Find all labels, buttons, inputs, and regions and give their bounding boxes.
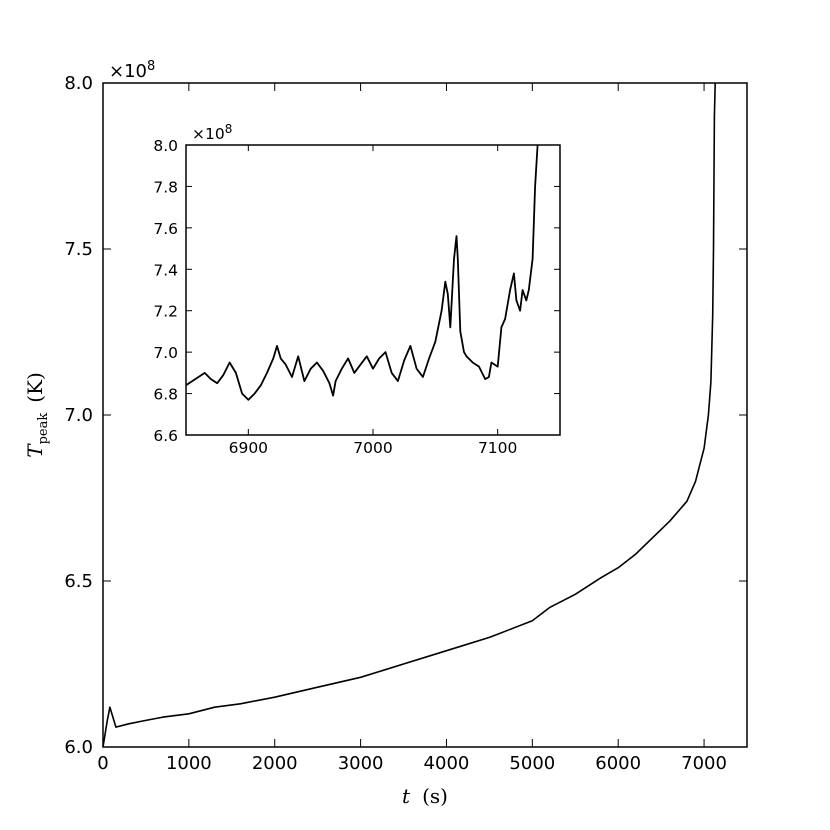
inset-y-tick-label: 6.6 — [153, 427, 178, 445]
inset-y-tick-label: 8.0 — [153, 137, 178, 155]
main-y-offset-text: ×108 — [109, 59, 155, 82]
main-x-tick-label: 7000 — [681, 753, 727, 774]
main-x-tick-label: 0 — [97, 753, 108, 774]
main-x-tick-label: 5000 — [509, 753, 555, 774]
main-y-tick-label: 6.0 — [64, 737, 93, 758]
inset-y-tick-label: 7.8 — [153, 178, 178, 196]
main-y-tick-label: 6.5 — [64, 571, 93, 592]
main-x-tick-label: 2000 — [252, 753, 298, 774]
main-x-tick-label: 1000 — [166, 753, 212, 774]
inset-y-tick-label: 7.4 — [153, 261, 178, 279]
main-plot-frame — [102, 82, 748, 748]
inset-plot-frame — [185, 144, 561, 436]
x-axis-label-symbol: t — [402, 784, 411, 808]
inset-y-tick-label: 7.6 — [153, 220, 178, 238]
y-axis-label-subscript: peak — [36, 413, 51, 445]
inset-ticks-layer: 6900 7000 7100 6.6 6.8 7.0 7.2 7.4 7.6 7.8 8.0 — [153, 137, 560, 457]
inset-y-tick-label: 7.2 — [153, 303, 178, 321]
inset-y-offset-text: ×108 — [192, 122, 232, 143]
inset-background — [186, 145, 560, 435]
y-axis-label: Tpeak (K) — [23, 372, 51, 458]
inset-x-tick-label: 7100 — [478, 439, 517, 457]
inset-x-tick-label: 7000 — [353, 439, 392, 457]
main-plot: 0 1000 2000 3000 4000 5000 6000 7000 6.0 6.5 7.0 7.… — [23, 59, 748, 808]
main-ticks-layer: 0 1000 2000 3000 4000 5000 6000 7000 6.0 6.5 7.0 7.… — [64, 73, 747, 774]
inset-x-tick-label: 6900 — [229, 439, 268, 457]
main-y-offset-exponent: 8 — [147, 59, 155, 74]
inset-y-tick-label: 7.0 — [153, 344, 178, 362]
main-x-tick-label: 6000 — [595, 753, 641, 774]
main-series-layer — [102, 82, 716, 748]
main-x-tick-label: 4000 — [424, 753, 470, 774]
inset-y-tick-label: 6.8 — [153, 386, 178, 404]
inset-plot: 6900 7000 7100 6.6 6.8 7.0 7.2 7.4 7.6 7.8 8.0 ×10… — [153, 122, 561, 457]
inset-series-line-0 — [185, 144, 539, 401]
main-y-offset-base: ×10 — [109, 61, 147, 82]
y-axis-label-symbol: T — [23, 443, 47, 458]
main-y-tick-label: 7.5 — [64, 239, 93, 260]
main-y-tick-label: 8.0 — [64, 73, 93, 94]
inset-series-layer — [185, 144, 539, 401]
y-axis-label-unit: (K) — [23, 372, 47, 403]
main-series-line-0 — [102, 82, 716, 748]
x-axis-label: t (s) — [402, 784, 448, 808]
main-x-tick-label: 3000 — [338, 753, 384, 774]
inset-y-offset-base: ×10 — [192, 125, 225, 143]
x-axis-label-unit: (s) — [422, 784, 448, 808]
inset-y-offset-exponent: 8 — [225, 122, 233, 136]
main-y-tick-label: 7.0 — [64, 405, 93, 426]
